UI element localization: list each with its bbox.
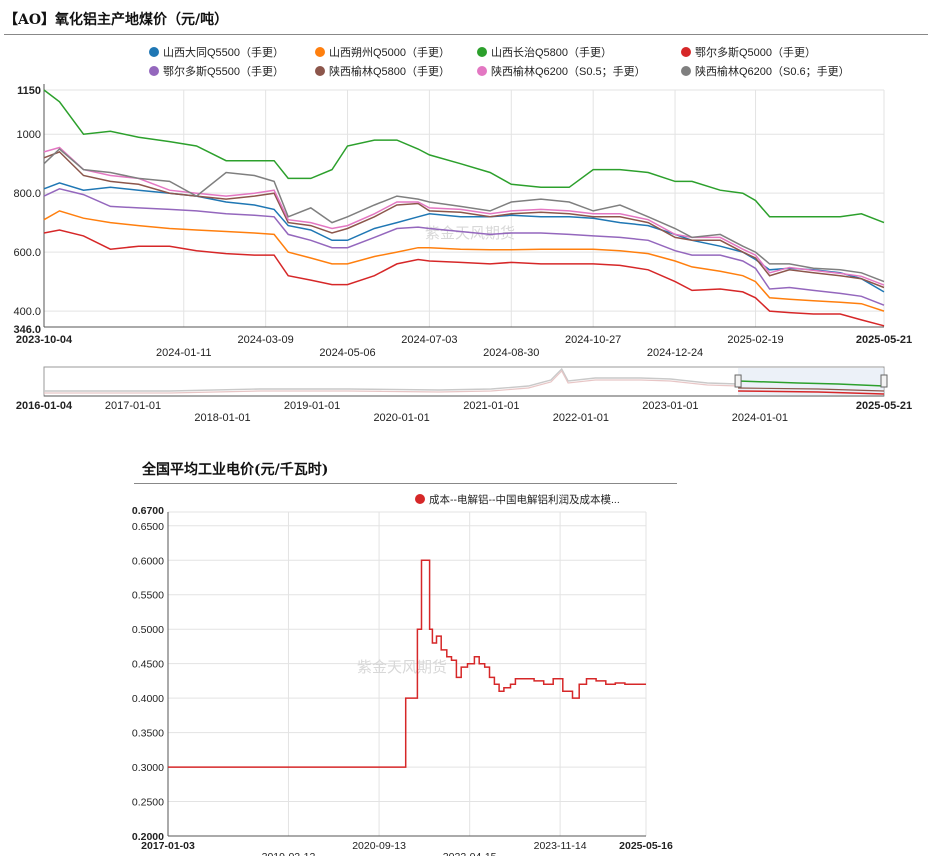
chart2-y-tick-label: 0.2000 <box>132 831 164 843</box>
navigator-tick-label: 2022-01-01 <box>553 412 609 424</box>
chart2-x-tick-label: 2019-02-12 <box>262 851 316 856</box>
navigator-tick-label: 2025-05-21 <box>856 400 912 412</box>
chart1-x-tick-label: 2024-01-11 <box>156 347 211 359</box>
chart1-x-tick-label: 2024-08-30 <box>483 347 539 359</box>
legend-label: 陕西榆林Q5800（手更） <box>329 64 450 78</box>
chart1-x-tick-label: 2024-05-06 <box>319 347 375 359</box>
legend-marker <box>315 66 325 76</box>
legend-marker <box>315 47 325 57</box>
watermark-text: 紫金天风期货 <box>357 659 447 676</box>
legend-label: 成本--电解铝--中国电解铝利润及成本模... <box>429 493 620 506</box>
navigator-tick-label: 2021-01-01 <box>463 400 519 412</box>
legend-label: 山西大同Q5500（手更） <box>163 45 284 59</box>
chart2-x-tick-label: 2020-09-13 <box>352 840 406 852</box>
legend-marker <box>477 47 487 57</box>
chart2-x-tick-label: 2025-05-16 <box>619 840 673 852</box>
navigator-tick-label: 2020-01-01 <box>373 412 429 424</box>
legend-marker <box>477 66 487 76</box>
chart1-y-tick-label: 600.0 <box>13 247 41 259</box>
navigator-handle[interactable] <box>880 374 888 388</box>
chart2-y-tick-label: 0.4500 <box>132 659 164 671</box>
chart2-y-tick-label: 0.4000 <box>132 693 164 705</box>
electricity-price-chart: 0.6700 0.6500 0.6000 0.5500 0.5000 0.4500 0.40… <box>132 493 673 856</box>
chart1-series-line <box>43 151 885 289</box>
chart1-x-tick-label: 2025-02-19 <box>727 334 783 346</box>
navigator-tick-label: 2017-01-01 <box>105 400 161 412</box>
navigator-history-line <box>44 367 739 392</box>
legend-marker <box>149 47 159 57</box>
watermark-text: 紫金天风期货 <box>425 225 515 242</box>
chart1-series-line <box>43 146 885 286</box>
chart2-y-tick-label: 0.6500 <box>132 521 164 533</box>
chart1-title-rule <box>4 34 928 35</box>
chart2-y-tick-label: 0.3500 <box>132 728 164 740</box>
chart1-y-tick-label: 1150 <box>17 85 41 97</box>
legend-marker <box>681 66 691 76</box>
legend-label: 山西长治Q5800（手更） <box>491 45 612 59</box>
legend-marker <box>149 66 159 76</box>
date-range-navigator[interactable]: 2016-01-04 2017-01-01 2019-01-01 2021-01-01… <box>16 366 912 424</box>
navigator-tick-label: 2019-01-01 <box>284 400 340 412</box>
chart2-y-tick-label: 0.5500 <box>132 590 164 602</box>
chart2-x-tick-label: 2017-01-03 <box>141 840 195 852</box>
legend-label: 陕西榆林Q6200（S0.6；手更） <box>695 64 850 78</box>
chart1-x-tick-label: 2024-10-27 <box>565 334 621 346</box>
chart1-y-tick-label: 1000 <box>17 129 41 141</box>
chart1-y-tick-label: 346.0 <box>13 324 41 336</box>
chart2-y-tick-label: 0.2500 <box>132 797 164 809</box>
chart2-y-tick-label: 0.6000 <box>132 555 164 567</box>
legend-label: 鄂尔多斯Q5500（手更） <box>163 64 284 78</box>
navigator-tick-label: 2016-01-04 <box>16 400 73 412</box>
navigator-tick-label: 2023-01-01 <box>642 400 698 412</box>
navigator-series-line <box>738 387 885 392</box>
navigator-tick-label: 2024-01-01 <box>732 412 788 424</box>
chart1-title: 【AO】氧化铝主产地煤价（元/吨） <box>4 12 229 28</box>
chart1-x-tick-label: 2024-03-09 <box>238 334 294 346</box>
chart1-y-tick-label: 400.0 <box>13 306 41 318</box>
legend-label: 陕西榆林Q6200（S0.5；手更） <box>491 64 646 78</box>
chart1-y-tick-label: 800.0 <box>13 188 41 200</box>
legend-marker <box>415 494 425 504</box>
chart2-series-line <box>168 559 646 768</box>
chart2-x-tick-label: 2023-11-14 <box>534 840 587 852</box>
legend-marker <box>681 47 691 57</box>
legend-label: 鄂尔多斯Q5000（手更） <box>695 45 816 59</box>
navigator-handle[interactable] <box>734 374 742 388</box>
chart2-x-tick-label: 2022-04-15 <box>443 851 497 856</box>
chart2-title: 全国平均工业电价(元/千瓦时) <box>142 462 329 478</box>
navigator-history-line <box>44 369 739 394</box>
chart1-series-line <box>43 147 885 283</box>
chart2-y-tick-label: 0.5000 <box>132 624 164 636</box>
chart1-x-tick-label: 2024-07-03 <box>401 334 457 346</box>
chart1-series-line <box>43 210 885 312</box>
chart1-x-tick-label: 2023-10-04 <box>16 334 73 346</box>
chart2-title-rule <box>134 483 677 484</box>
navigator-tick-label: 2018-01-01 <box>194 412 250 424</box>
navigator-series-line <box>738 390 885 395</box>
chart1-x-tick-label: 2025-05-21 <box>856 334 912 346</box>
navigator-series-line <box>738 380 885 387</box>
chart2-y-tick-label: 0.3000 <box>132 762 164 774</box>
legend-label: 山西朔州Q5000（手更） <box>329 45 450 59</box>
chart2-y-tick-label: 0.6700 <box>132 505 164 517</box>
chart1-series-line <box>43 229 885 327</box>
chart1-x-tick-label: 2024-12-24 <box>647 347 703 359</box>
chart1-series-line <box>43 188 885 306</box>
chart1-series-line <box>43 89 885 224</box>
